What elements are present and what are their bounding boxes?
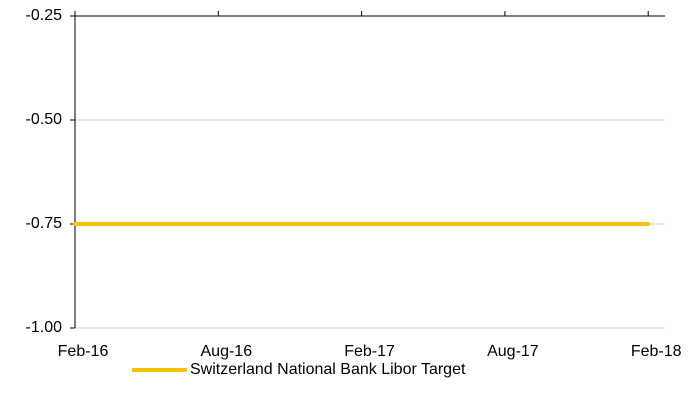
x-tick-label: Feb-18 — [631, 343, 682, 360]
legend-label: Switzerland National Bank Libor Target — [190, 361, 466, 378]
y-tick-label: -0.25 — [26, 7, 63, 24]
y-tick-label: -1.00 — [26, 319, 63, 336]
y-tick-label: -0.50 — [26, 111, 63, 128]
x-tick-label: Aug-16 — [201, 343, 253, 360]
y-tick-label: -0.75 — [26, 215, 63, 232]
x-tick-label: Aug-17 — [487, 343, 539, 360]
x-tick-label: Feb-17 — [344, 343, 395, 360]
x-tick-label: Feb-16 — [58, 343, 109, 360]
